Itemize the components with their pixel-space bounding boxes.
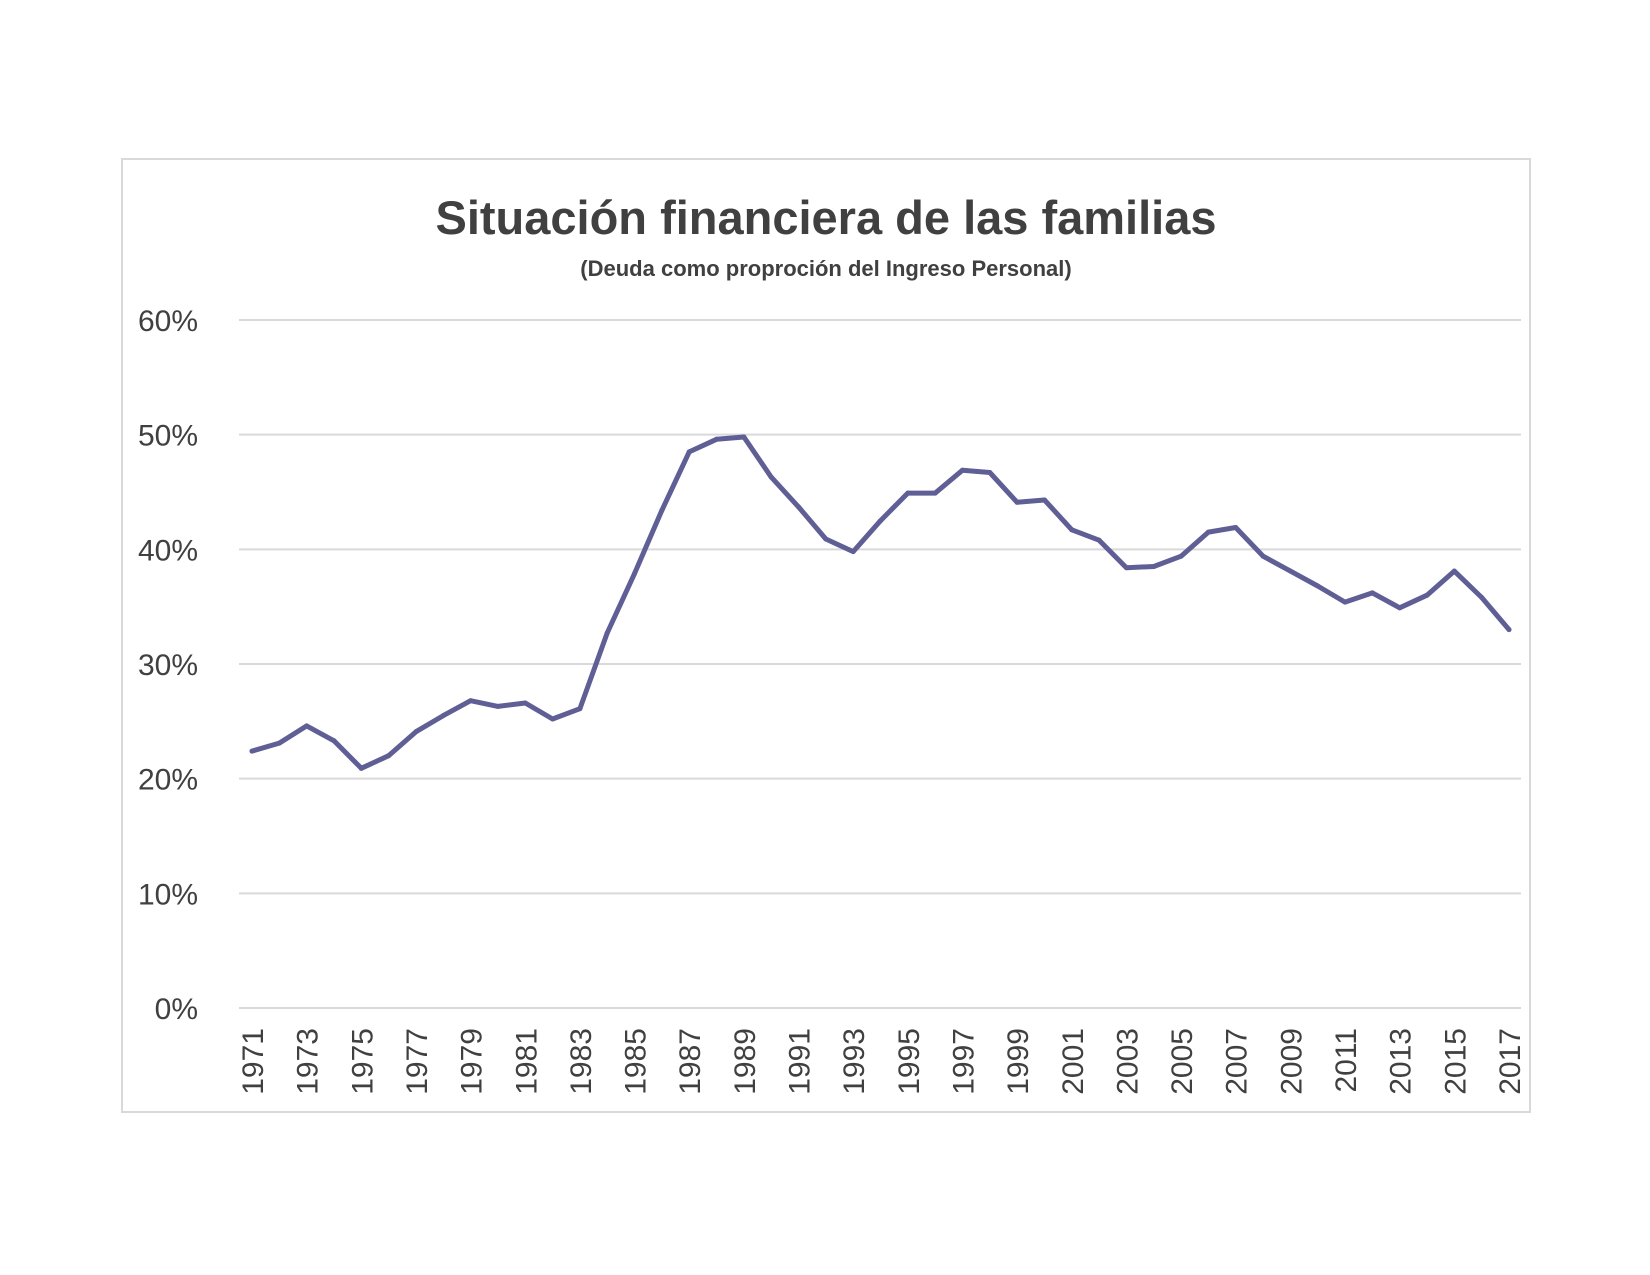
x-tick-label: 1977 — [401, 1028, 434, 1095]
y-tick-label: 60% — [138, 305, 198, 338]
data-point — [304, 723, 310, 729]
data-point — [1315, 583, 1321, 589]
data-point — [796, 504, 801, 510]
data-point — [714, 436, 719, 442]
data-point — [1260, 553, 1266, 559]
data-point — [1014, 499, 1020, 505]
x-tick-label: 2009 — [1275, 1028, 1308, 1095]
data-point — [1397, 605, 1403, 611]
data-point — [358, 765, 364, 771]
x-tick-label: 2017 — [1494, 1028, 1527, 1095]
series-group — [249, 434, 1512, 771]
x-tick-label: 1985 — [620, 1028, 653, 1095]
chart-frame: Situación financiera de las familias (De… — [121, 158, 1531, 1113]
x-tick-label: 1975 — [346, 1028, 379, 1095]
data-point — [1178, 553, 1184, 559]
data-point — [1479, 595, 1485, 600]
data-point — [878, 518, 883, 524]
y-tick-label: 20% — [138, 764, 198, 797]
y-tick-label: 50% — [138, 420, 198, 453]
x-tick-label: 1999 — [1002, 1028, 1035, 1095]
data-point — [249, 748, 255, 754]
data-point — [604, 630, 610, 636]
data-point — [550, 716, 556, 722]
x-tick-label: 2015 — [1439, 1028, 1472, 1095]
x-tick-label: 1971 — [237, 1028, 270, 1095]
x-tick-label: 1995 — [893, 1028, 926, 1095]
x-tick-label: 1979 — [456, 1028, 489, 1095]
data-point — [1369, 590, 1375, 596]
data-point — [632, 570, 638, 576]
data-point — [386, 753, 392, 759]
x-tick-label: 2001 — [1057, 1028, 1090, 1095]
x-axis-ticks: 1971 1973 1975 1977 1979 1981 1983 1985 1987 1989… — [237, 1028, 1527, 1095]
series-line — [249, 434, 1512, 771]
data-point — [413, 729, 419, 735]
data-point — [741, 434, 747, 440]
data-point — [850, 549, 856, 555]
data-point — [987, 470, 993, 475]
gridlines — [239, 319, 1521, 1009]
x-tick-label: 1997 — [947, 1028, 980, 1095]
data-point — [1123, 565, 1129, 571]
data-point — [1205, 529, 1211, 535]
data-point — [1342, 599, 1348, 605]
data-point — [331, 738, 337, 744]
x-tick-label: 2003 — [1111, 1028, 1144, 1095]
y-tick-label: 0% — [155, 993, 198, 1026]
data-point — [905, 490, 911, 496]
x-tick-label: 2011 — [1330, 1028, 1363, 1093]
data-point — [1069, 527, 1075, 533]
data-point — [960, 467, 965, 473]
data-point — [1151, 564, 1157, 569]
chart-title: Situación financiera de las familias — [435, 191, 1217, 244]
data-point — [1506, 627, 1512, 633]
data-point — [440, 713, 446, 719]
y-tick-label: 40% — [138, 534, 198, 567]
data-point — [522, 700, 528, 706]
x-tick-label: 1981 — [510, 1028, 543, 1095]
data-point — [1096, 537, 1102, 543]
data-point — [1042, 497, 1047, 503]
y-axis-ticks: 0% 10% 20% 30% 40% 50% 60% — [138, 305, 198, 1026]
data-point — [1451, 568, 1457, 574]
y-tick-label: 10% — [138, 878, 198, 911]
data-point — [276, 740, 282, 746]
data-point — [768, 474, 774, 480]
data-point — [495, 703, 501, 709]
data-point — [686, 449, 692, 455]
data-point — [659, 507, 665, 513]
x-tick-label: 1991 — [784, 1028, 817, 1095]
x-tick-label: 1987 — [674, 1028, 707, 1095]
data-point — [823, 536, 829, 542]
data-point — [932, 490, 938, 496]
data-point — [1424, 592, 1430, 598]
x-tick-label: 1993 — [838, 1028, 871, 1095]
x-tick-label: 1983 — [565, 1028, 598, 1095]
data-point — [1233, 525, 1239, 530]
x-tick-label: 2013 — [1385, 1028, 1418, 1095]
data-point — [577, 706, 583, 712]
chart-subtitle: (Deuda como proproción del Ingreso Perso… — [580, 256, 1072, 281]
data-point — [468, 698, 474, 704]
x-tick-label: 2007 — [1221, 1028, 1254, 1095]
x-tick-label: 2005 — [1166, 1028, 1199, 1095]
line-chart: 0%10%20%30%40%50%60% 1971 1973 1975 1977 197… — [138, 305, 1527, 1095]
data-point — [1287, 568, 1293, 574]
x-tick-label: 1973 — [292, 1028, 325, 1095]
y-tick-label: 30% — [138, 649, 198, 682]
x-tick-label: 1989 — [729, 1028, 762, 1095]
